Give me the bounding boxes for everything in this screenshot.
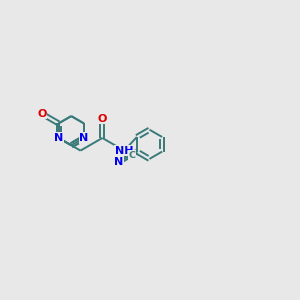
Text: N: N bbox=[114, 157, 124, 167]
Text: N: N bbox=[54, 133, 63, 143]
Text: O: O bbox=[98, 114, 107, 124]
Text: O: O bbox=[37, 109, 46, 119]
Text: NH: NH bbox=[115, 146, 134, 156]
Text: C: C bbox=[129, 151, 136, 160]
Text: N: N bbox=[79, 133, 88, 143]
